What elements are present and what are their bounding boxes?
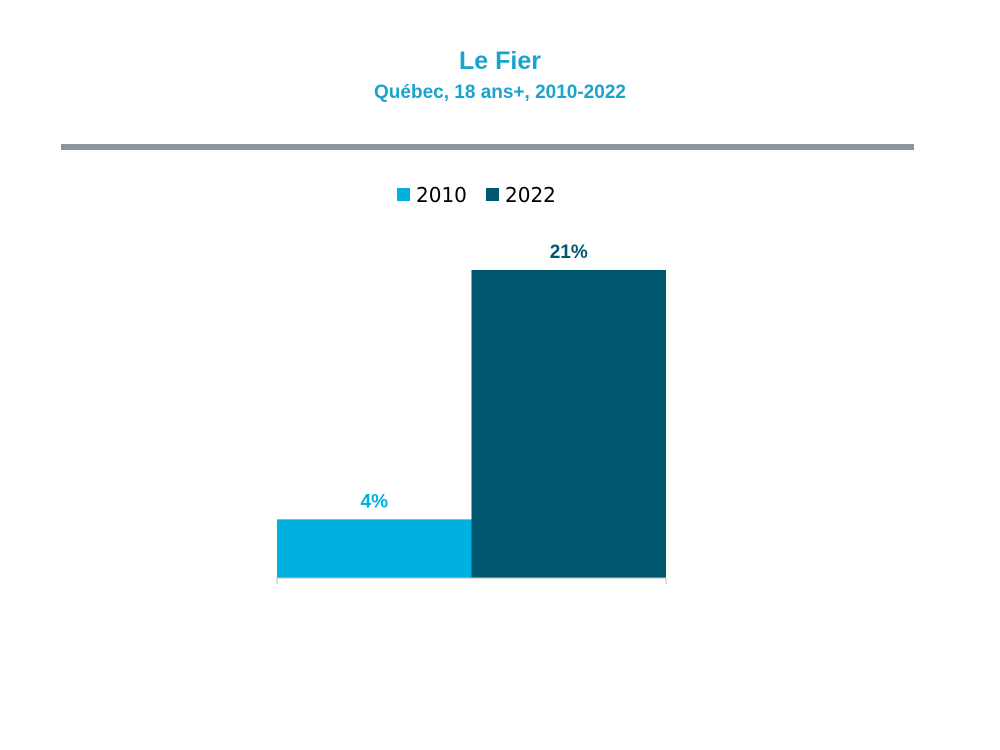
legend-swatch-2010: [397, 188, 410, 201]
chart-title: Le Fier: [459, 47, 541, 75]
data-label-2022: 21%: [550, 242, 588, 263]
bar-2010: [277, 519, 472, 578]
bar-2022: [471, 270, 666, 578]
legend-swatch-2022: [486, 188, 499, 201]
legend-label-2022: 2022: [505, 183, 556, 207]
header-divider: [61, 144, 914, 150]
legend-label-2010: 2010: [416, 183, 467, 207]
chart-subtitle: Québec, 18 ans+, 2010-2022: [374, 82, 626, 103]
data-label-2010: 4%: [361, 491, 389, 512]
